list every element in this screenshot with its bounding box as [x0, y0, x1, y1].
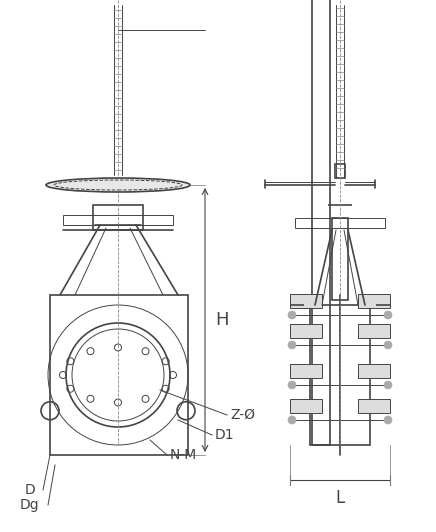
Circle shape: [288, 311, 296, 319]
Bar: [93, 205, 143, 230]
Bar: [312, 0, 330, 445]
Bar: [358, 324, 390, 338]
Bar: [50, 295, 188, 455]
Circle shape: [384, 381, 392, 389]
Text: D1: D1: [215, 428, 235, 442]
Circle shape: [384, 341, 392, 349]
Circle shape: [288, 381, 296, 389]
Circle shape: [288, 341, 296, 349]
Circle shape: [288, 416, 296, 424]
Bar: [290, 399, 322, 413]
Bar: [295, 218, 385, 228]
Text: L: L: [335, 489, 344, 507]
Bar: [358, 294, 390, 308]
Bar: [335, 164, 345, 178]
Circle shape: [384, 416, 392, 424]
Ellipse shape: [46, 178, 190, 192]
Circle shape: [384, 311, 392, 319]
Text: N-M: N-M: [170, 448, 197, 462]
Bar: [310, 305, 370, 445]
Bar: [358, 364, 390, 378]
Bar: [63, 215, 173, 225]
Bar: [332, 218, 348, 300]
Bar: [358, 399, 390, 413]
Bar: [290, 294, 322, 308]
Bar: [290, 364, 322, 378]
Text: D: D: [25, 483, 36, 497]
Text: Z-Ø: Z-Ø: [230, 408, 255, 422]
Text: Dg: Dg: [20, 498, 40, 512]
Text: H: H: [215, 311, 228, 329]
Bar: [290, 324, 322, 338]
